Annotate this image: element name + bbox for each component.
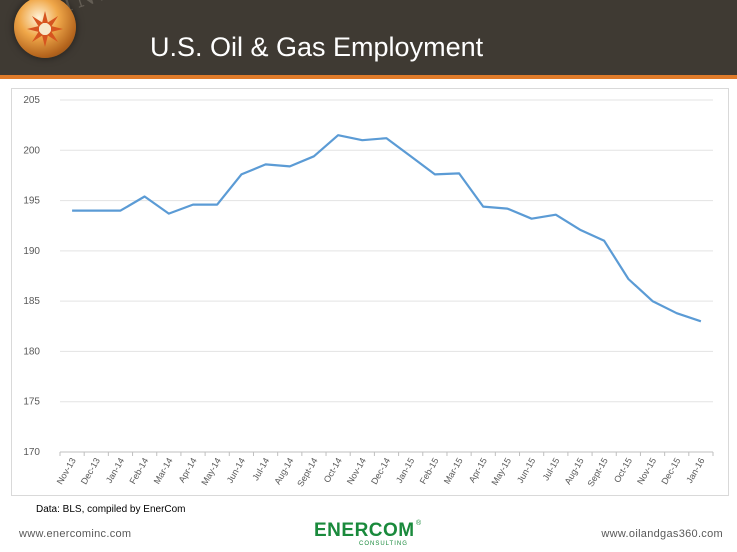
x-tick-label: Nov-15 — [635, 456, 658, 486]
header-banner: INDUSTRY U.S. Oil & Gas Employment — [0, 0, 737, 75]
x-tick-label: Apr-14 — [177, 456, 199, 484]
x-tick-label: Nov-14 — [345, 456, 368, 486]
x-tick-label: Aug-14 — [272, 456, 295, 486]
x-tick-label: Sept-14 — [295, 456, 319, 488]
x-tick-label: Jan-14 — [104, 456, 126, 485]
y-tick-label: 205 — [23, 95, 40, 106]
x-tick-label: May-14 — [199, 456, 223, 487]
industry-watermark: INDUSTRY — [60, 0, 216, 18]
x-tick-label: Oct-15 — [612, 456, 634, 484]
chart-frame: 170 175 180 185 190 195 200 205 Nov-13 Dec-13 Jan-… — [11, 88, 729, 496]
y-tick-label: 185 — [23, 296, 40, 307]
x-tick-label: May-15 — [489, 456, 513, 487]
x-tick-label: Mar-15 — [442, 456, 465, 486]
x-tick-label: Nov-13 — [55, 456, 78, 486]
x-tick-label: Jun-15 — [515, 456, 537, 485]
x-tick-label: Feb-15 — [418, 456, 441, 486]
x-tick-label: Sept-15 — [585, 456, 609, 488]
y-tick-label: 190 — [23, 246, 40, 257]
enercom-sun-orb-icon — [14, 0, 76, 58]
source-note: Data: BLS, compiled by EnerCom — [36, 504, 186, 515]
x-tick-label: Jun-14 — [225, 456, 247, 485]
header-accent-stripe — [0, 75, 737, 79]
brand-subtitle: CONSULTING — [359, 541, 408, 547]
enercom-url-link[interactable]: www.enercominc.com — [19, 528, 132, 540]
y-tick-label: 200 — [23, 145, 40, 156]
brand-name: ENERCOM — [314, 520, 415, 541]
x-tick-label: Feb-14 — [127, 456, 150, 486]
enercom-brand-logo: ENERCOM ® CONSULTING — [314, 520, 424, 550]
y-tick-label: 175 — [23, 397, 40, 408]
x-tick-label: Mar-14 — [152, 456, 175, 486]
x-tick-label: Dec-14 — [369, 456, 392, 486]
x-tick-label: Oct-14 — [322, 456, 344, 484]
x-tick-label: Aug-15 — [563, 456, 586, 486]
x-tick-label: Dec-15 — [659, 456, 682, 486]
x-tick-label: Jan-16 — [684, 456, 706, 485]
brand-registered-mark: ® — [416, 520, 422, 527]
series-line — [72, 134, 702, 323]
page-title: U.S. Oil & Gas Employment — [150, 32, 484, 62]
oilandgas360-url-link[interactable]: www.oilandgas360.com — [601, 528, 723, 540]
x-tick-label: Jul-15 — [541, 456, 562, 482]
x-tick-label: Jan-15 — [394, 456, 416, 485]
y-tick-label: 170 — [23, 447, 40, 458]
y-tick-label: 195 — [23, 196, 40, 207]
y-tick-label: 180 — [23, 346, 40, 357]
x-tick-label: Jul-14 — [250, 456, 271, 482]
x-tick-label: Dec-13 — [79, 456, 102, 486]
x-tick-label: Apr-15 — [467, 456, 489, 484]
